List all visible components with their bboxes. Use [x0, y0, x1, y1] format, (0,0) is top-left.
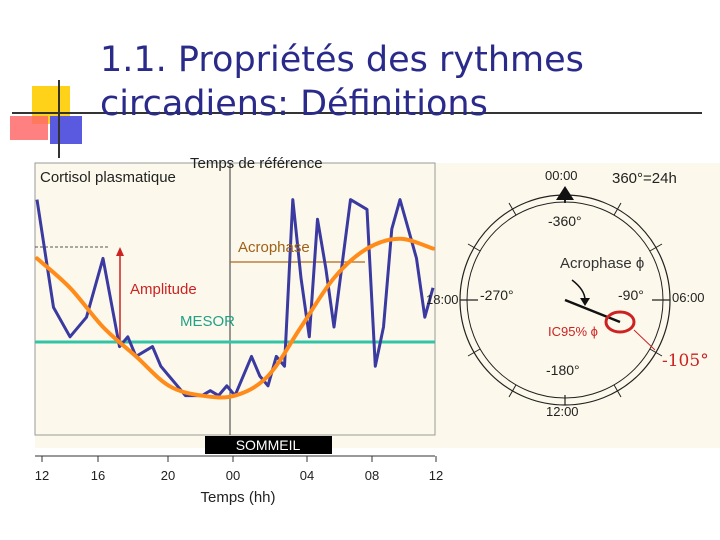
clock-minus90-label: -90°	[618, 287, 644, 303]
clock-360-24h-label: 360°=24h	[612, 170, 677, 187]
x-ticks: 12 16 20 00 04 08 12	[35, 456, 443, 483]
observed-cortisol-line	[35, 198, 435, 398]
page-title: 1.1. Propriétés des rythmes circadiens: …	[100, 38, 700, 126]
clock-tick-mark	[649, 348, 663, 357]
x-axis-title: Temps (hh)	[200, 489, 275, 506]
reference-time-label: Temps de référence	[190, 155, 323, 172]
mesor-label: MESOR	[180, 313, 235, 330]
acrophase-arc	[571, 279, 586, 301]
plot-frame	[34, 162, 436, 436]
clock-minus360-label: -360°	[548, 213, 582, 229]
clock-tick-mark	[649, 243, 663, 252]
clock-tick-mark	[508, 202, 517, 216]
deco-vertical-line	[58, 80, 60, 158]
x-tick-label: 16	[91, 468, 105, 483]
clock-00-label: 00:00	[545, 168, 578, 183]
x-tick-label: 20	[161, 468, 175, 483]
acrophase-arc-head	[580, 298, 590, 306]
acrophase-vector	[564, 298, 621, 324]
confidence-leader-line	[633, 329, 656, 351]
clock-minus180-label: -180°	[546, 362, 580, 378]
clock-1800-label: 18:00	[426, 292, 459, 307]
acrophase-value-label: -105°	[662, 351, 709, 371]
title-line-1: 1.1. Propriétés des rythmes	[100, 40, 584, 80]
clock-1200-label: 12:00	[546, 404, 579, 419]
sleep-bar	[205, 436, 332, 454]
acrophase-label: Acrophase	[238, 239, 310, 256]
clock-ticks	[467, 202, 663, 398]
amplitude-label: Amplitude	[130, 281, 197, 298]
x-tick-label: 12	[35, 468, 49, 483]
title-line-2: circadiens: Définitions	[100, 84, 488, 124]
clock-tick-mark	[467, 348, 481, 357]
amplitude-arrow-head	[116, 247, 124, 256]
clock-minus270-label: -270°	[480, 287, 514, 303]
clock-tick-mark	[508, 384, 517, 398]
x-tick-label: 12	[429, 468, 443, 483]
x-tick-label: 08	[365, 468, 379, 483]
x-tick-label: 00	[226, 468, 240, 483]
deco-horizontal-line	[12, 112, 702, 114]
deco-blue-square	[50, 116, 82, 144]
clock-0600-label: 06:00	[672, 290, 705, 305]
clock-pointer	[556, 186, 574, 200]
clock-acrophase-phi-label: Acrophase ϕ	[560, 255, 644, 272]
confidence-ellipse	[604, 310, 636, 334]
x-tick-label: 04	[300, 468, 314, 483]
clock-ic95-label: IC95% ϕ	[548, 324, 598, 339]
clock-tick-mark	[613, 384, 622, 398]
cosinor-fit-curve	[35, 236, 435, 400]
cortisol-label: Cortisol plasmatique	[40, 169, 176, 186]
deco-red-square	[10, 116, 48, 140]
clock-tick-mark	[467, 243, 481, 252]
sleep-label: SOMMEIL	[236, 437, 301, 453]
clock-tick-mark	[613, 202, 622, 216]
